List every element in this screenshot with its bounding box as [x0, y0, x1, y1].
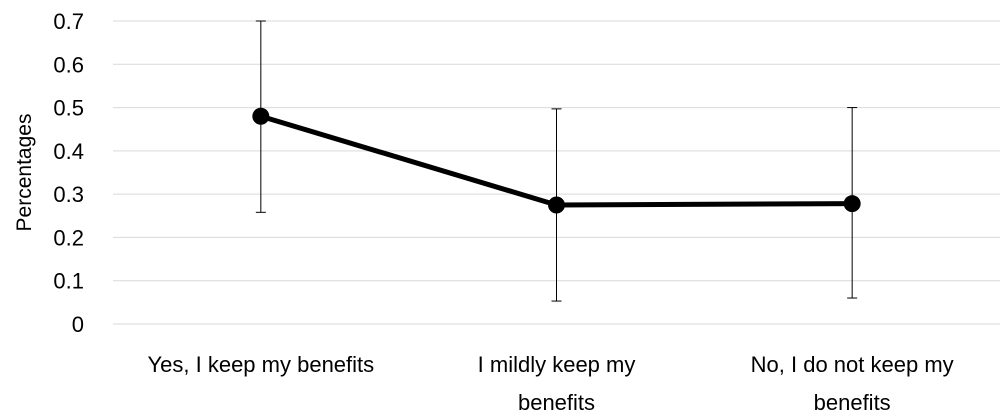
x-tick-label-line: Yes, I keep my benefits	[148, 352, 375, 377]
x-axis-tick-labels: Yes, I keep my benefits I mildly keep my b…	[148, 352, 954, 415]
x-tick-label: No, I do not keep my benefits	[751, 352, 954, 415]
y-tick-label: 0.6	[53, 52, 84, 77]
x-tick-label-line: benefits	[518, 390, 595, 415]
data-point	[252, 107, 270, 125]
y-tick-label: 0	[72, 312, 84, 337]
x-tick-label: I mildly keep my benefits	[478, 352, 636, 415]
x-tick-label: Yes, I keep my benefits	[148, 352, 375, 377]
data-points	[252, 107, 861, 214]
y-tick-label: 0.3	[53, 182, 84, 207]
error-bars	[255, 20, 858, 302]
x-tick-label-line: benefits	[814, 390, 891, 415]
x-tick-label-line: No, I do not keep my	[751, 352, 954, 377]
data-point	[843, 195, 861, 213]
data-point	[548, 196, 565, 214]
x-tick-label-line: I mildly keep my	[478, 352, 636, 377]
y-tick-label: 0.2	[53, 225, 84, 250]
y-tick-label: 0.7	[53, 9, 84, 34]
y-axis-label: Percentages	[13, 114, 36, 232]
y-axis-tick-labels: 0 0.1 0.2 0.3 0.4 0.5 0.6 0.7	[53, 9, 84, 337]
y-tick-label: 0.4	[53, 139, 84, 164]
y-tick-label: 0.5	[53, 96, 84, 121]
y-tick-label: 0.1	[53, 269, 84, 294]
